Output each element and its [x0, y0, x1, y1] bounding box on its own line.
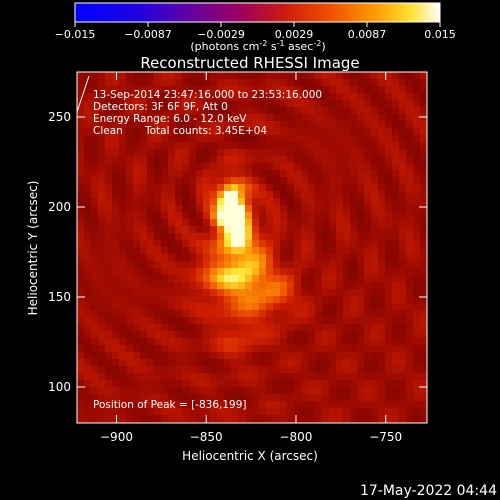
x-tick-label: −750 — [369, 430, 402, 444]
limb-line — [76, 75, 90, 113]
x-tick-label: −800 — [279, 430, 312, 444]
colorbar-tick-label: −0.015 — [55, 28, 96, 41]
info-clean: Clean — [93, 125, 123, 137]
colorbar-tick-label: −0.0087 — [124, 28, 172, 41]
colorbar-ticks: −0.015 −0.0087 −0.0029 0.0029 0.0087 0.015 — [55, 22, 456, 41]
plot-frame — [76, 71, 428, 424]
y-tick-label: 100 — [48, 380, 71, 394]
x-tick-label: −850 — [190, 430, 223, 444]
colorbar-tick-label: −0.0029 — [197, 28, 245, 41]
info-annotations: 13-Sep-2014 23:47:16.000 to 23:53:16.000… — [76, 75, 322, 411]
y-tick-label: 200 — [48, 200, 71, 214]
timestamp: 17-May-2022 04:44 — [360, 483, 497, 499]
colorbar-tick-label: 0.0087 — [348, 28, 387, 41]
info-detectors: Detectors: 3F 6F 9F, Att 0 — [93, 101, 228, 113]
colorbar-tick-label: 0.0029 — [275, 28, 314, 41]
colorbar: −0.015 −0.0087 −0.0029 0.0029 0.0087 0.015 (p… — [55, 2, 456, 53]
x-axis-label: Heliocentric X (arcsec) — [182, 449, 318, 463]
axes: −900 −850 −800 −750 100 150 200 250 — [48, 72, 427, 444]
info-peak-position: Position of Peak = [-836,199] — [93, 399, 247, 411]
y-tick-label: 250 — [48, 110, 71, 124]
info-total-counts: Total counts: 3.45E+04 — [144, 125, 267, 137]
y-tick-label: 150 — [48, 290, 71, 304]
chart-title: Reconstructed RHESSI Image — [140, 54, 359, 72]
info-time-range: 13-Sep-2014 23:47:16.000 to 23:53:16.000 — [93, 89, 322, 101]
info-energy: Energy Range: 6.0 - 12.0 keV — [93, 113, 247, 125]
y-axis-label: Heliocentric Y (arcsec) — [26, 181, 40, 316]
colorbar-tick-label: 0.015 — [424, 28, 456, 41]
x-tick-label: −900 — [100, 430, 133, 444]
heatmap-image — [77, 72, 427, 423]
colorbar-units: (photons cm-2 s-1 asec-2) — [190, 39, 325, 53]
colorbar-gradient — [74, 2, 441, 23]
